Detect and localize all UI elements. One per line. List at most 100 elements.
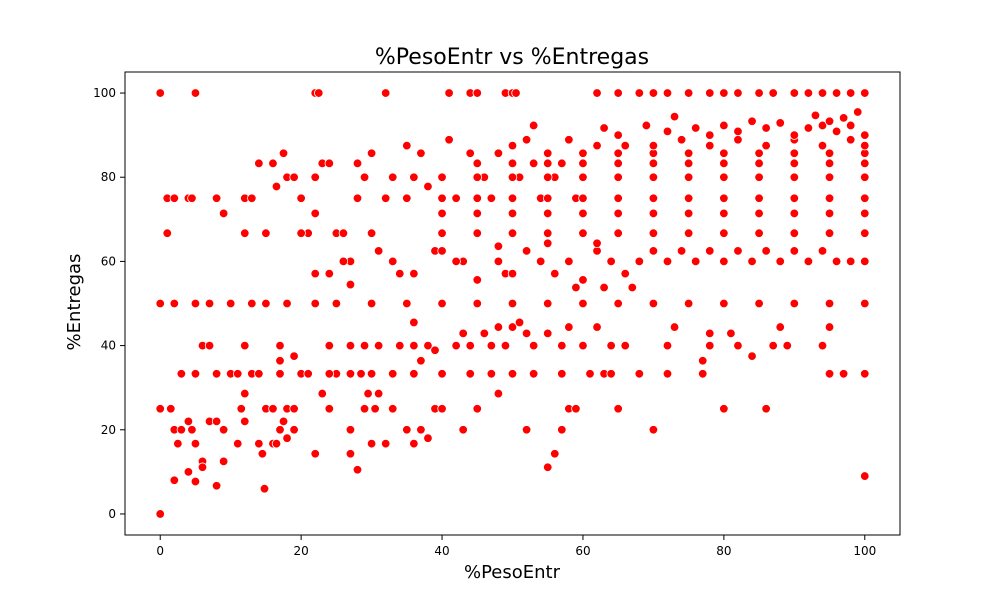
data-point xyxy=(211,369,222,379)
data-point xyxy=(465,340,475,351)
data-point xyxy=(528,369,539,379)
data-point xyxy=(564,135,574,145)
data-point xyxy=(578,193,588,203)
data-point xyxy=(254,438,264,449)
data-point xyxy=(176,369,187,379)
data-point xyxy=(860,471,870,481)
data-point xyxy=(380,438,391,449)
data-point xyxy=(472,298,482,309)
data-point xyxy=(860,193,870,203)
data-point xyxy=(789,148,800,158)
data-point xyxy=(370,404,380,414)
data-point xyxy=(493,388,504,399)
data-point xyxy=(543,462,553,472)
data-point xyxy=(190,88,201,98)
data-point xyxy=(662,126,673,137)
data-point xyxy=(507,158,518,169)
data-point xyxy=(169,193,180,203)
data-point xyxy=(486,193,497,203)
data-point xyxy=(719,404,729,414)
x-tick-label: 80 xyxy=(716,544,731,558)
data-point xyxy=(789,193,800,203)
data-point xyxy=(620,340,630,351)
data-point xyxy=(486,369,497,379)
data-point xyxy=(437,298,447,309)
data-point xyxy=(719,148,729,158)
data-point xyxy=(437,208,447,219)
data-point xyxy=(233,438,243,449)
data-point xyxy=(824,298,835,309)
data-point xyxy=(465,369,475,379)
data-point xyxy=(324,369,335,379)
data-point xyxy=(613,148,623,158)
data-point xyxy=(662,88,673,98)
data-point xyxy=(606,340,616,351)
data-point xyxy=(698,356,708,366)
data-point xyxy=(613,158,623,169)
data-point xyxy=(507,322,518,332)
data-point xyxy=(824,322,835,332)
x-tick-label: 0 xyxy=(156,544,164,558)
data-point xyxy=(824,193,835,203)
data-point xyxy=(444,88,454,98)
data-point xyxy=(648,425,659,435)
data-point xyxy=(754,208,764,219)
data-point xyxy=(268,158,278,169)
data-point xyxy=(550,268,560,279)
data-point xyxy=(402,298,412,309)
data-point xyxy=(465,148,475,158)
data-point xyxy=(409,369,419,379)
data-point xyxy=(578,275,588,285)
data-point xyxy=(824,148,835,158)
data-point xyxy=(585,369,595,379)
data-point xyxy=(817,246,828,256)
data-point xyxy=(493,256,504,267)
data-point xyxy=(662,340,673,351)
data-point xyxy=(183,467,194,477)
data-point xyxy=(528,120,539,131)
data-point xyxy=(564,322,574,332)
y-tick-label: 100 xyxy=(93,86,116,100)
data-point xyxy=(240,388,250,399)
data-point xyxy=(166,404,176,414)
data-point xyxy=(592,322,602,332)
data-point xyxy=(451,256,461,267)
data-point xyxy=(324,268,335,279)
data-point xyxy=(824,228,835,238)
data-point xyxy=(472,275,482,285)
data-point xyxy=(860,88,870,98)
data-point xyxy=(817,340,828,351)
data-point xyxy=(437,404,447,414)
data-point xyxy=(683,193,694,203)
data-point xyxy=(775,256,785,267)
data-point xyxy=(254,369,264,379)
data-point xyxy=(247,193,257,203)
data-point xyxy=(507,298,518,309)
data-point xyxy=(324,404,335,414)
data-point xyxy=(557,425,567,435)
data-point xyxy=(831,256,842,267)
data-point xyxy=(683,88,694,98)
data-point xyxy=(613,404,623,414)
data-point xyxy=(416,148,426,158)
data-point xyxy=(860,256,870,267)
data-point xyxy=(183,416,194,427)
data-point xyxy=(366,148,377,158)
data-point xyxy=(803,123,814,133)
data-point xyxy=(613,88,623,98)
data-point xyxy=(507,172,518,182)
data-point xyxy=(690,123,701,133)
data-point xyxy=(472,228,482,238)
data-point xyxy=(860,140,870,151)
data-point xyxy=(507,193,518,203)
y-tick-label: 40 xyxy=(101,339,116,353)
data-point xyxy=(310,449,320,459)
data-point xyxy=(648,88,659,98)
data-point xyxy=(669,322,680,332)
data-point xyxy=(514,317,525,328)
data-point xyxy=(557,369,567,379)
data-point xyxy=(472,193,482,203)
data-point xyxy=(578,228,588,238)
data-point xyxy=(437,172,447,182)
